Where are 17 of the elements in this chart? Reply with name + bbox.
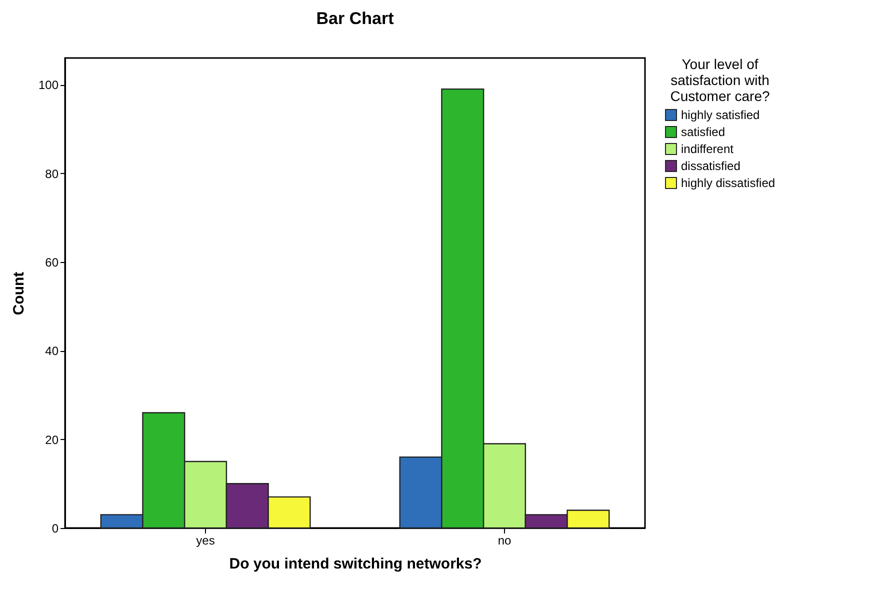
x-tick-label: no xyxy=(498,534,512,548)
legend-title: Your level of satisfaction with Customer care? xyxy=(670,56,770,104)
y-tick-label: 60 xyxy=(45,255,59,270)
y-tick-label: 20 xyxy=(45,432,59,447)
chart-title: Bar Chart xyxy=(316,9,394,28)
legend-label: dissatisfied xyxy=(681,159,740,173)
x-tick-label: yes xyxy=(196,534,215,548)
legend-label: indifferent xyxy=(681,142,734,156)
y-axis-title: Count xyxy=(10,272,28,316)
y-tick-label: 0 xyxy=(52,522,59,536)
legend-label: satisfied xyxy=(681,125,726,139)
y-tick-label: 100 xyxy=(38,78,59,92)
legend-label: highly satisfied xyxy=(681,108,760,122)
x-axis-title: Do you intend switching networks? xyxy=(229,556,482,572)
y-tick-label: 80 xyxy=(45,166,59,181)
legend-label: highly dissatisfied xyxy=(681,176,776,190)
y-tick-label: 40 xyxy=(45,344,59,358)
